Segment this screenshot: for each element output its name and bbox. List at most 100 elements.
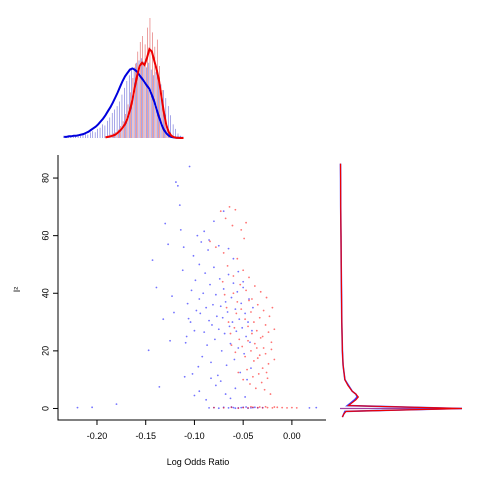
x-axis-title: Log Odds Ratio: [167, 457, 230, 467]
red-point: [273, 406, 276, 408]
red-point: [256, 303, 259, 306]
red-point: [240, 308, 243, 311]
red-point: [269, 393, 272, 395]
red-point: [231, 224, 234, 227]
blue-point: [253, 406, 256, 409]
red-point: [236, 257, 239, 260]
blue-point: [182, 246, 185, 249]
y-tick-label: 60: [40, 231, 50, 241]
blue-point: [251, 329, 253, 332]
blue-point: [215, 315, 218, 318]
red-point: [237, 371, 240, 374]
blue-point: [240, 302, 243, 305]
red-point: [245, 221, 247, 224]
blue-point: [224, 393, 227, 395]
blue-point: [203, 331, 206, 334]
red-point: [270, 348, 273, 351]
blue-point: [244, 312, 247, 315]
y-tick-label: 80: [40, 173, 50, 183]
blue-point: [221, 316, 224, 319]
blue-point: [250, 367, 252, 370]
blue-point: [214, 338, 216, 341]
x-tick-label: -0.05: [233, 431, 254, 441]
blue-point: [162, 318, 165, 321]
blue-point: [232, 257, 235, 260]
blue-point: [187, 317, 190, 320]
red-point: [247, 325, 249, 328]
red-point: [238, 338, 241, 341]
blue-density-right: [339, 163, 463, 418]
red-point: [219, 210, 222, 213]
blue-point: [186, 302, 189, 305]
red-point: [261, 407, 264, 409]
blue-point: [212, 303, 214, 306]
red-point: [252, 406, 254, 409]
red-point: [258, 354, 261, 357]
red-point: [256, 357, 259, 359]
red-point: [258, 316, 261, 319]
blue-point: [214, 293, 217, 296]
blue-point: [167, 243, 170, 246]
blue-point: [245, 406, 247, 408]
blue-point: [208, 407, 210, 409]
blue-point: [179, 228, 182, 231]
red-point: [271, 306, 274, 309]
red-point: [236, 301, 239, 303]
blue-point: [164, 222, 167, 225]
blue-point: [214, 384, 217, 387]
blue-point: [193, 329, 196, 332]
red-point: [243, 237, 246, 240]
blue-point: [247, 321, 249, 323]
blue-point: [243, 352, 246, 355]
red-point: [262, 309, 265, 312]
red-point: [267, 331, 270, 334]
blue-point: [185, 335, 188, 338]
red-density-right: [339, 163, 463, 418]
red-point: [252, 321, 255, 323]
blue-point: [225, 364, 228, 367]
blue-point: [175, 181, 177, 183]
blue-point: [198, 390, 201, 393]
blue-point: [242, 280, 245, 283]
red-point: [252, 375, 254, 378]
red-point: [227, 321, 230, 323]
blue-point: [232, 406, 235, 409]
blue-point: [178, 204, 181, 207]
blue-point: [239, 371, 242, 374]
blue-point: [176, 184, 179, 187]
red-point: [223, 293, 226, 296]
blue-point: [234, 407, 237, 410]
red-point: [253, 342, 256, 345]
y-axis: 0 20 40 60 80: [40, 173, 58, 411]
red-point: [246, 368, 248, 371]
red-point: [209, 240, 211, 243]
red-point: [213, 406, 215, 409]
red-point: [286, 407, 288, 409]
blue-point: [226, 311, 229, 313]
blue-point: [237, 347, 240, 349]
blue-point: [197, 365, 200, 368]
blue-point: [237, 270, 240, 273]
red-point: [259, 290, 262, 293]
blue-point: [207, 249, 209, 251]
x-axis: -0.20 -0.15 -0.10 -0.05 0.00: [87, 420, 301, 441]
blue-point: [208, 239, 210, 241]
blue-point: [234, 308, 237, 311]
right-marginal-density: [339, 163, 463, 418]
blue-point: [209, 283, 211, 286]
blue-point: [194, 279, 197, 282]
blue-point: [244, 396, 247, 398]
blue-point: [201, 355, 204, 358]
red-point: [242, 269, 245, 272]
blue-point: [231, 321, 234, 323]
blue-point: [217, 244, 220, 247]
blue-point: [205, 306, 208, 309]
blue-point: [248, 298, 250, 300]
blue-point: [195, 309, 198, 312]
red-point: [265, 371, 268, 374]
red-point: [221, 280, 224, 283]
blue-point: [224, 301, 227, 303]
blue-point: [234, 387, 237, 390]
blue-point: [308, 407, 311, 409]
scatter-points: [76, 165, 318, 410]
